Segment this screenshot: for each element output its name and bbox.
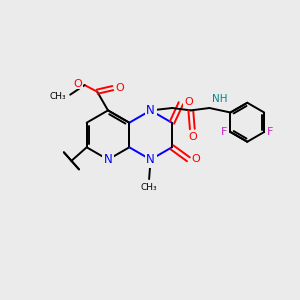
Text: CH₃: CH₃ <box>50 92 67 101</box>
Text: O: O <box>191 154 200 164</box>
Text: N: N <box>146 153 155 166</box>
Text: F: F <box>221 127 227 137</box>
Text: N: N <box>103 153 112 166</box>
Text: F: F <box>267 127 274 137</box>
Text: O: O <box>188 132 197 142</box>
Text: O: O <box>184 97 193 107</box>
Text: N: N <box>146 104 155 117</box>
Text: O: O <box>115 83 124 93</box>
Text: CH₃: CH₃ <box>141 183 158 192</box>
Text: O: O <box>74 79 82 88</box>
Text: NH: NH <box>212 94 227 104</box>
